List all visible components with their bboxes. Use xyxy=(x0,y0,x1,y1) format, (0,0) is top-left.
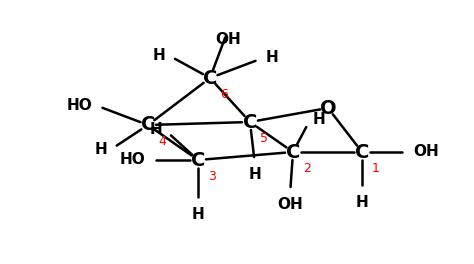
Text: O: O xyxy=(319,98,337,117)
Text: H: H xyxy=(356,195,368,210)
Text: C: C xyxy=(286,143,300,162)
Text: H: H xyxy=(249,167,261,182)
Text: 6: 6 xyxy=(220,88,228,101)
Text: 3: 3 xyxy=(208,170,216,183)
Text: 5: 5 xyxy=(260,132,268,145)
Text: C: C xyxy=(355,143,369,162)
Text: OH: OH xyxy=(277,197,303,212)
Text: H: H xyxy=(266,50,279,65)
Text: H: H xyxy=(94,143,107,158)
Text: 1: 1 xyxy=(372,162,380,175)
Text: H: H xyxy=(149,122,162,138)
Text: 2: 2 xyxy=(303,162,311,175)
Text: H: H xyxy=(152,48,165,63)
Text: C: C xyxy=(141,116,155,134)
Text: 4: 4 xyxy=(158,135,166,148)
Text: OH: OH xyxy=(413,144,439,159)
Text: H: H xyxy=(191,207,204,222)
Text: H: H xyxy=(313,112,326,128)
Text: C: C xyxy=(243,112,257,131)
Text: C: C xyxy=(203,68,217,87)
Text: OH: OH xyxy=(215,32,241,47)
Text: C: C xyxy=(191,150,205,169)
Text: HO: HO xyxy=(66,97,92,112)
Text: HO: HO xyxy=(119,153,145,167)
